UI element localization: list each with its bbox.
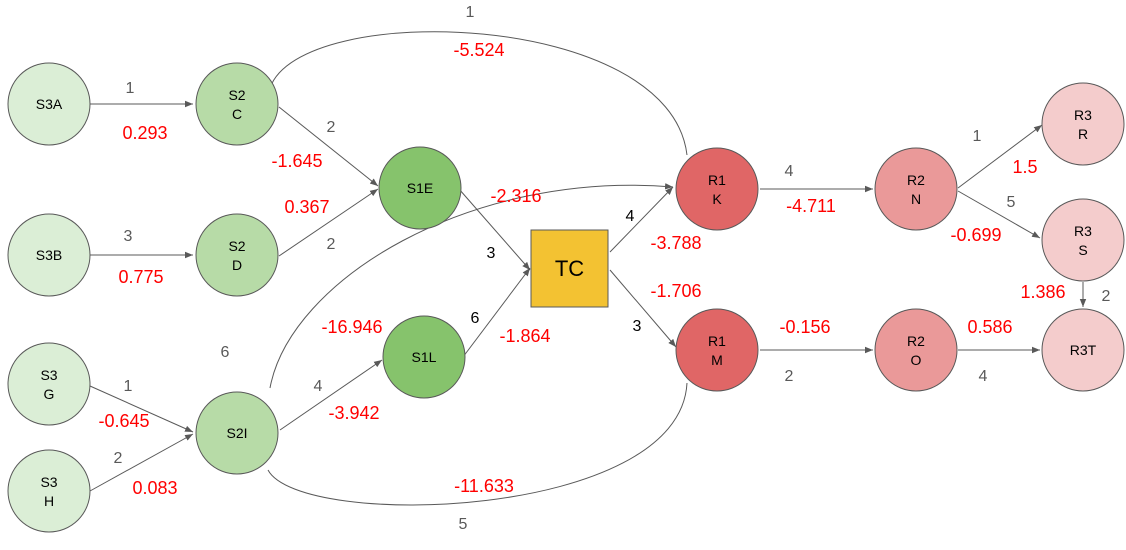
svg-text:R1: R1 <box>708 172 726 188</box>
svg-text:R3T: R3T <box>1070 342 1097 358</box>
svg-text:H: H <box>44 493 54 509</box>
node-s3h: S3 H <box>7 449 91 533</box>
label-r2n-r3s-weight: 5 <box>1007 194 1016 211</box>
node-r2o: R2 O <box>874 308 958 392</box>
node-tc: TC <box>530 229 609 308</box>
label-r2o-r3t-weight: 4 <box>979 368 988 385</box>
svg-text:S3A: S3A <box>36 96 63 112</box>
label-r2n-r3r-coef: 1.5 <box>1012 157 1037 177</box>
label-r2n-r3r-weight: 1 <box>973 128 982 145</box>
label-s2c-r1k-weight: 1 <box>466 4 475 21</box>
label-s2c-r1k-coef: -5.524 <box>453 40 504 60</box>
svg-text:R1: R1 <box>708 333 726 349</box>
svg-text:S2: S2 <box>228 87 245 103</box>
label-s1e-tc-weight: 3 <box>487 245 496 262</box>
label-s1l-tc-coef: -1.864 <box>499 326 550 346</box>
edge-r2n-r3s <box>957 190 1041 239</box>
label-tc-r1k-weight: 4 <box>626 208 635 225</box>
svg-text:R2: R2 <box>907 172 925 188</box>
svg-text:S1L: S1L <box>412 349 437 365</box>
svg-text:S2: S2 <box>228 238 245 254</box>
label-s2d-s1e-coef: 0.367 <box>284 197 329 217</box>
svg-text:R3: R3 <box>1074 223 1092 239</box>
label-r1m-r2o-coef: -0.156 <box>779 317 830 337</box>
label-s3h-s2i-weight: 2 <box>114 450 123 467</box>
node-s3b: S3B <box>7 213 91 297</box>
edge-s3h-s2i <box>89 433 194 492</box>
label-s2d-s1e-weight: 2 <box>327 236 336 253</box>
label-s2c-s1e-weight: 2 <box>327 119 336 136</box>
label-r3s-r3t-weight: 2 <box>1102 288 1111 305</box>
node-s2d: S2 D <box>195 213 279 297</box>
label-s2i-s1l-weight: 4 <box>314 378 323 395</box>
label-s2i-r1k-weight: 6 <box>221 344 230 361</box>
node-r1k: R1 K <box>675 147 759 231</box>
svg-text:N: N <box>911 191 921 207</box>
edge-s2i-r1k <box>269 183 674 389</box>
svg-text:K: K <box>712 191 722 207</box>
svg-text:D: D <box>232 257 242 273</box>
svg-text:C: C <box>232 106 242 122</box>
edge-s2d-s1e <box>278 188 379 257</box>
svg-text:S3: S3 <box>40 367 57 383</box>
svg-text:S3B: S3B <box>36 247 62 263</box>
svg-text:R3: R3 <box>1074 107 1092 123</box>
edge-s3g-s2i <box>89 385 194 433</box>
label-tc-r1m-weight: 3 <box>633 318 642 335</box>
svg-text:R2: R2 <box>907 333 925 349</box>
node-s1e: S1E <box>378 146 462 230</box>
label-s2i-r1k-coef: -16.946 <box>321 317 382 337</box>
svg-text:G: G <box>44 386 55 402</box>
label-tc-r1k-coef: -3.788 <box>650 233 701 253</box>
label-s1l-tc-weight: 6 <box>471 310 480 327</box>
node-r1m: R1 M <box>675 308 759 392</box>
node-r3s: R3 S <box>1041 198 1125 282</box>
edge-s1l-tc <box>462 267 531 358</box>
edge-r2n-r3r <box>957 124 1043 189</box>
node-r2n: R2 N <box>874 147 958 231</box>
label-s3b-s2d-coef: 0.775 <box>118 267 163 287</box>
node-s3g: S3 G <box>7 342 91 426</box>
label-s3a-s2c-coef: 0.293 <box>122 123 167 143</box>
label-s2i-r1m-coef: -11.633 <box>454 476 514 496</box>
label-s3a-s2c-weight: 1 <box>126 80 135 97</box>
svg-text:O: O <box>911 352 922 368</box>
svg-text:S1E: S1E <box>407 180 433 196</box>
node-r3t: R3T <box>1041 308 1125 392</box>
svg-text:TC: TC <box>555 256 584 281</box>
edge-s2c-r1k <box>269 31 688 156</box>
node-s2i: S2I <box>195 391 279 475</box>
label-s3b-s2d-weight: 3 <box>124 228 133 245</box>
label-r1k-r2n-coef: -4.711 <box>786 196 836 216</box>
label-s2i-r1m-weight: 5 <box>459 516 468 533</box>
label-s3h-s2i-coef: 0.083 <box>132 478 177 498</box>
node-s1l: S1L <box>382 315 466 399</box>
edge-s1e-tc <box>458 188 531 271</box>
node-r3r: R3 R <box>1041 82 1125 166</box>
label-tc-r1m-coef: -1.706 <box>650 281 701 301</box>
label-r3s-r3t-coef: 1.386 <box>1020 282 1065 302</box>
svg-text:M: M <box>711 352 723 368</box>
edge-s2i-r1m <box>267 382 688 506</box>
label-r2o-r3t-coef: 0.586 <box>967 317 1012 337</box>
label-s3g-s2i-coef: -0.645 <box>98 411 149 431</box>
label-r2n-r3s-coef: -0.699 <box>950 225 1001 245</box>
edge-s2c-s1e <box>278 106 379 187</box>
edge-tc-r1m <box>609 269 677 348</box>
label-s2c-s1e-coef: -1.645 <box>271 151 322 171</box>
svg-text:S3: S3 <box>40 474 57 490</box>
svg-text:S: S <box>1078 242 1087 258</box>
edge-s2i-s1l <box>279 359 383 431</box>
node-s2c: S2 C <box>195 62 279 146</box>
edge-tc-r1k <box>609 186 674 253</box>
svg-text:S2I: S2I <box>226 425 247 441</box>
label-s1e-r1k-coef: -2.316 <box>490 186 541 206</box>
label-s2i-s1l-coef: -3.942 <box>328 403 379 423</box>
label-r1k-r2n-weight: 4 <box>785 163 794 180</box>
node-s3a: S3A <box>7 62 91 146</box>
label-r1m-r2o-weight: 2 <box>785 368 794 385</box>
label-s3g-s2i-weight: 1 <box>124 378 133 395</box>
svg-text:R: R <box>1078 126 1088 142</box>
